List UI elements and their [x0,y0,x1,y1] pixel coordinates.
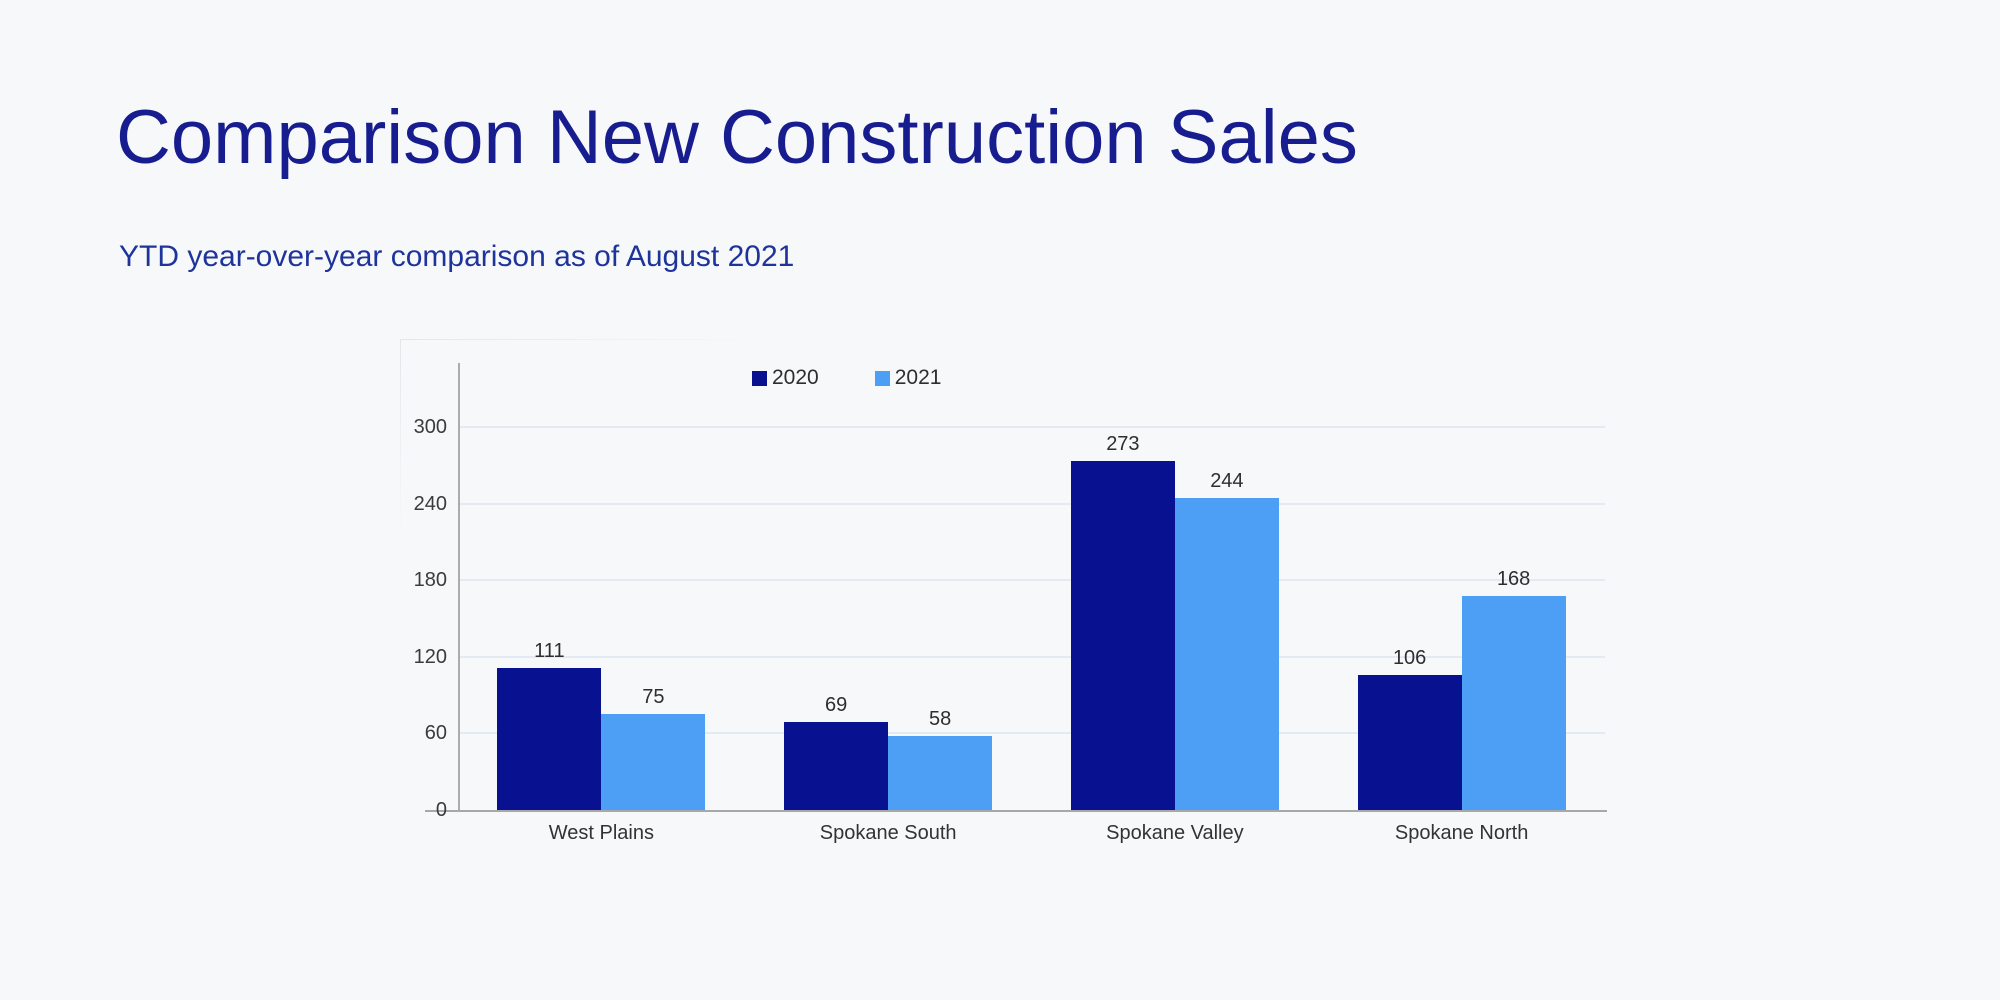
value-label-2020-spokane-north: 106 [1392,647,1427,669]
category-label-spokane-north: Spokane North [1394,822,1529,844]
page-subtitle: YTD year-over-year comparison as of Augu… [119,240,795,273]
bar-2021-spokane-south [888,736,993,810]
legend-item-2021: 2021 [874,366,942,389]
bar-2020-spokane-north [1357,675,1462,810]
bar-2020-spokane-south [784,722,889,810]
chart-panel-edge-left [400,339,401,539]
bar-2020-west-plains [497,668,602,810]
value-label-2021-spokane-valley: 244 [1210,470,1244,492]
page-title: Comparison New Construction Sales [116,95,1358,180]
value-label-2020-spokane-valley: 273 [1106,433,1140,455]
bar-2021-west-plains [601,714,706,810]
legend-swatch-2021-icon [874,370,890,386]
gridline-240 [460,502,1605,505]
category-label-spokane-south: Spokane South [819,822,957,844]
legend-swatch-2020-icon [752,370,767,386]
x-axis-line [425,810,1607,812]
bar-chart: 2020 2021 0 60 120 180 240 300 111 75 West Plains… [400,339,1610,899]
gridline-300 [460,426,1605,428]
chart-legend: 2020 2021 [752,366,941,390]
y-tick-label-180: 180 [413,569,447,592]
value-label-2021-west-plains: 75 [642,686,665,708]
gridline-60 [460,732,1605,735]
y-axis-line [458,363,460,810]
chart-panel-edge-top [400,339,768,340]
category-label-spokane-valley: Spokane Valley [1106,822,1244,844]
y-tick-label-60: 60 [424,722,447,745]
y-tick-label-240: 240 [413,492,447,515]
value-label-2020-spokane-south: 69 [825,694,848,716]
bar-2020-spokane-valley [1070,461,1175,810]
y-tick-label-300: 300 [413,416,447,438]
bar-2021-spokane-north [1461,596,1566,810]
bar-2021-spokane-valley [1174,498,1279,810]
legend-label-2020: 2020 [772,366,819,389]
gridline-120 [460,655,1605,658]
value-label-2021-spokane-south: 58 [929,708,952,730]
y-tick-label-120: 120 [413,645,447,668]
legend-item-2020: 2020 [752,367,819,389]
category-label-west-plains: West Plains [548,822,654,844]
value-label-2021-spokane-north: 168 [1496,568,1531,590]
value-label-2020-west-plains: 111 [534,640,565,662]
legend-label-2021: 2021 [894,366,942,389]
gridline-180 [460,579,1605,582]
y-tick-label-0: 0 [435,799,447,821]
